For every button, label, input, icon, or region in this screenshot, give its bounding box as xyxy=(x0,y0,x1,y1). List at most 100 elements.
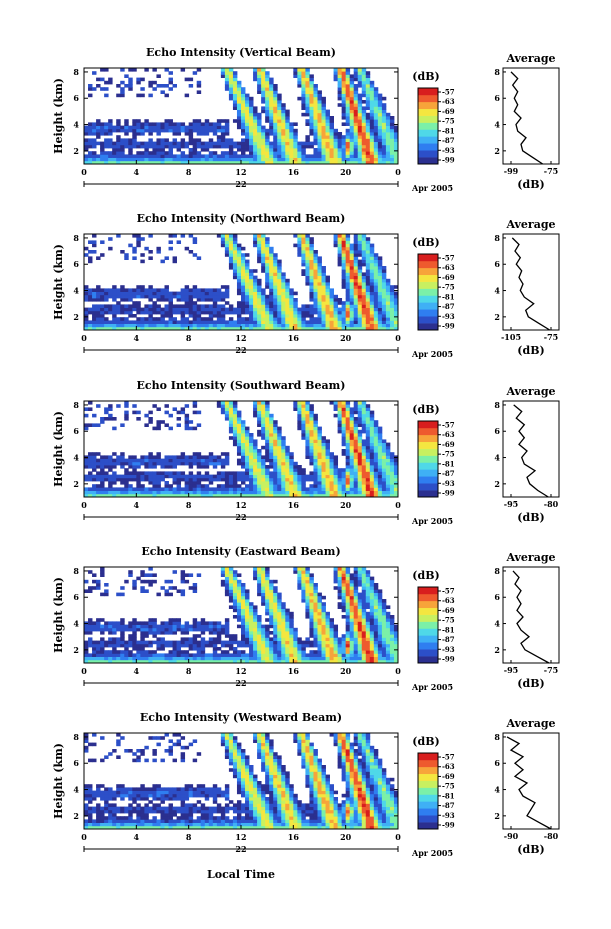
heatmap-cell xyxy=(128,141,133,146)
heatmap-cell xyxy=(277,304,282,308)
heatmap-cell xyxy=(172,320,177,324)
heatmap-cell xyxy=(373,442,379,447)
heatmap-cell xyxy=(345,157,351,162)
heatmap-cell xyxy=(265,449,270,453)
heatmap-cell xyxy=(228,599,234,603)
heatmap-cells xyxy=(84,401,399,498)
avg-y-tick-label: 8 xyxy=(494,400,500,410)
heatmap-cell xyxy=(200,320,206,324)
heatmap-cell xyxy=(341,272,347,276)
heatmap-cell xyxy=(249,474,254,479)
heatmap-cell xyxy=(96,122,101,126)
heatmap-cell xyxy=(253,301,258,305)
heatmap-cell xyxy=(132,138,137,142)
heatmap-cell xyxy=(108,138,113,142)
heatmap-cell xyxy=(192,144,198,149)
heatmap-cell xyxy=(108,474,113,479)
heatmap-cell xyxy=(136,304,141,308)
heatmap-cell xyxy=(333,317,339,321)
heatmap-cell xyxy=(184,653,190,657)
heatmap-cell xyxy=(148,656,153,661)
heatmap-cell xyxy=(365,141,371,146)
heatmap-cell xyxy=(216,323,222,328)
heatmap-cell xyxy=(220,452,226,456)
heatmap-cell xyxy=(317,132,322,136)
heatmap-cell xyxy=(369,452,375,456)
heatmap-cell xyxy=(301,310,306,315)
heatmap-cell xyxy=(216,647,222,651)
heatmap-cell xyxy=(100,307,105,312)
heatmap-cell xyxy=(325,282,330,286)
heatmap-cell xyxy=(180,637,186,641)
heatmap-cell xyxy=(241,87,246,91)
heatmap-cell xyxy=(297,144,302,149)
heatmap-cell xyxy=(345,471,351,475)
heatmap-cell xyxy=(309,471,314,475)
heatmap-cell xyxy=(273,151,278,155)
heatmap-cell xyxy=(341,410,347,415)
heatmap-cell xyxy=(184,141,190,146)
heatmap-cell xyxy=(317,288,322,292)
heatmap-cell xyxy=(261,160,266,165)
heatmap-cell xyxy=(353,266,359,270)
colorbar-segment xyxy=(418,427,438,436)
heatmap-cell xyxy=(313,429,318,434)
heatmap-cell xyxy=(313,484,318,488)
heatmap-cell xyxy=(281,294,286,299)
colorbar-segment xyxy=(418,267,438,276)
heatmap-cell xyxy=(180,455,186,459)
heatmap-cell xyxy=(216,631,222,635)
heatmap-cell xyxy=(232,100,238,104)
heatmap-cell xyxy=(128,477,133,482)
heatmap-cell xyxy=(116,294,121,299)
avg-y-tick-label: 8 xyxy=(494,67,500,77)
heatmap-cell xyxy=(120,643,125,648)
heatmap-cell xyxy=(152,474,157,479)
heatmap-cell xyxy=(361,109,367,114)
heatmap-cell xyxy=(96,579,101,584)
heatmap-cell xyxy=(301,436,306,440)
heatmap-cell xyxy=(381,307,387,312)
heatmap-cell xyxy=(180,477,186,482)
colorbar-segment xyxy=(418,129,438,137)
heatmap-cell xyxy=(124,307,129,312)
heatmap-cell xyxy=(216,404,222,408)
heatmap-cell xyxy=(313,122,318,126)
heatmap-cell xyxy=(381,109,387,114)
heatmap-cell xyxy=(269,246,274,251)
heatmap-cell xyxy=(88,570,93,574)
heatmap-cell xyxy=(96,285,101,289)
heatmap-cell xyxy=(220,234,226,238)
heatmap-cell xyxy=(172,461,177,466)
heatmap-cell xyxy=(357,68,363,72)
heatmap-cell xyxy=(196,461,202,466)
heatmap-cell xyxy=(345,266,351,270)
heatmap-cell xyxy=(381,493,387,498)
heatmap-cell xyxy=(164,653,169,657)
heatmap-cell xyxy=(249,605,254,609)
heatmap-cell xyxy=(184,656,190,661)
heatmap-cell xyxy=(88,250,93,254)
heatmap-cell xyxy=(357,455,363,459)
heatmap-cell xyxy=(249,132,254,136)
heatmap-cell xyxy=(208,656,214,661)
heatmap-cell xyxy=(357,288,363,292)
heatmap-cell xyxy=(160,659,165,664)
heatmap-cell xyxy=(216,157,222,162)
heatmap-cell xyxy=(321,128,326,133)
heatmap-cell xyxy=(164,589,169,593)
heatmap-cell xyxy=(269,458,274,463)
heatmap-cell xyxy=(253,314,258,318)
heatmap-cell xyxy=(236,461,242,466)
heatmap-cell xyxy=(325,119,330,123)
heatmap-cell xyxy=(236,323,242,328)
heatmap-cell xyxy=(180,452,186,456)
heatmap-cell xyxy=(377,310,383,315)
heatmap-cell xyxy=(208,487,214,491)
heatmap-cell xyxy=(373,262,379,267)
heatmap-cell xyxy=(289,455,294,459)
heatmap-cell xyxy=(257,253,262,257)
heatmap-cell xyxy=(337,301,343,305)
heatmap-cell xyxy=(249,461,254,466)
colorbar-segment xyxy=(418,150,438,158)
